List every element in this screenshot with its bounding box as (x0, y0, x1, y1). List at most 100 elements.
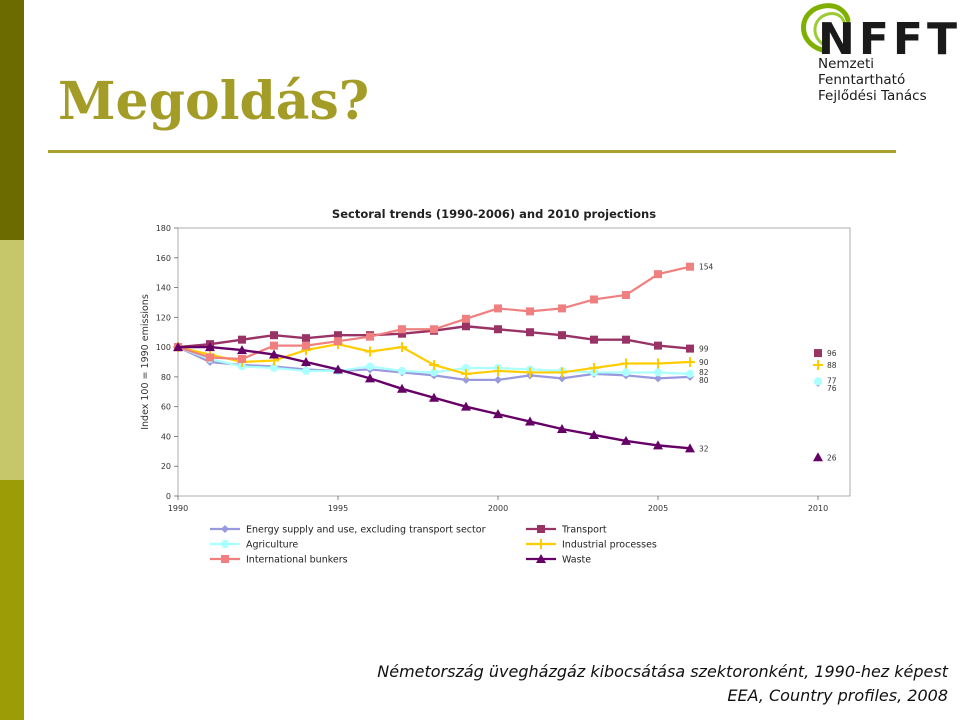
sidebar-band-bottom (0, 480, 24, 720)
data-point (270, 341, 278, 350)
data-point (558, 304, 566, 313)
data-point (237, 345, 247, 355)
y-tick-label: 0 (166, 492, 171, 501)
data-point (365, 373, 375, 383)
chart-title: Sectoral trends (1990-2006) and 2010 pro… (332, 207, 656, 221)
y-tick-label: 140 (156, 284, 171, 293)
data-point (430, 368, 438, 377)
x-tick-label: 2010 (808, 504, 828, 513)
series-end-label: 82 (699, 368, 709, 377)
y-tick-label: 100 (156, 343, 171, 352)
series-end-label: 154 (699, 263, 714, 272)
data-point (333, 364, 343, 374)
series-line (177, 265, 691, 361)
legend-label: International bunkers (246, 555, 348, 566)
data-point (461, 401, 471, 411)
data-point (302, 341, 310, 350)
caption-line-2: EEA, Country profiles, 2008 (727, 686, 948, 705)
legend-label: Agriculture (246, 540, 298, 551)
projection-label: 77 (827, 376, 837, 385)
data-point (398, 325, 406, 334)
legend-label: Transport (561, 525, 607, 536)
data-point (301, 357, 311, 366)
data-point (429, 392, 439, 402)
data-point (590, 335, 598, 344)
y-tick-label: 40 (161, 432, 171, 441)
projection-point (814, 377, 822, 386)
data-point (398, 366, 406, 375)
slide-caption: Németország üvegházgáz kibocsátása szekt… (377, 660, 948, 708)
data-point (494, 304, 502, 313)
data-point (462, 363, 470, 372)
data-point (398, 329, 406, 338)
data-point (558, 374, 566, 383)
legend-label: Energy supply and use, excluding transpo… (246, 525, 486, 536)
logo-name: NFFT (818, 14, 960, 65)
projection-point (813, 452, 823, 462)
x-tick-label: 1995 (328, 504, 348, 513)
data-point (526, 328, 534, 337)
data-point (494, 325, 502, 334)
data-point (494, 375, 502, 384)
y-axis-label: Index 100 = 1990 emissions (140, 294, 151, 430)
y-tick-label: 120 (156, 313, 171, 322)
x-tick-label: 2005 (648, 504, 668, 513)
data-point (173, 342, 183, 352)
legend-label: Industrial processes (562, 540, 657, 551)
data-point (654, 368, 662, 377)
projection-label: 26 (827, 453, 837, 462)
data-point (462, 322, 470, 331)
data-point (589, 429, 599, 439)
data-point (622, 291, 630, 299)
data-point (205, 342, 215, 352)
data-point (430, 325, 438, 334)
data-point (269, 349, 279, 359)
series-end-label: 80 (699, 376, 709, 385)
sidebar-band-middle (0, 240, 24, 480)
projection-point (814, 349, 822, 358)
logo-subtitle-line-1: Nemzeti Fenntartható (818, 56, 906, 88)
data-point (302, 334, 310, 343)
plot-frame (177, 227, 851, 497)
logo-subtitle-line-2: Fejlődési Tanács (818, 88, 927, 104)
data-point (557, 424, 567, 433)
data-point (302, 366, 310, 375)
projection-label: 76 (827, 384, 837, 393)
nfft-logo-swirl-icon (801, 3, 851, 53)
legend-swatch-marker (537, 525, 545, 533)
data-point (334, 331, 342, 340)
y-tick-label: 20 (161, 462, 171, 471)
data-point (270, 363, 278, 372)
data-point (366, 332, 374, 341)
series-end-label: 90 (699, 358, 709, 367)
data-point (686, 369, 694, 378)
data-point (654, 374, 662, 383)
x-tick-label: 2000 (488, 504, 508, 513)
legend-swatch-marker (221, 525, 229, 533)
data-point (686, 262, 694, 271)
data-point (525, 416, 535, 426)
data-point (238, 335, 246, 344)
data-point (462, 314, 470, 323)
projection-label: 96 (827, 349, 837, 358)
legend-label: Waste (562, 555, 591, 566)
slide-title: Megoldás? (58, 71, 370, 132)
data-point (622, 335, 630, 344)
y-tick-label: 80 (161, 373, 171, 382)
data-point (334, 337, 342, 346)
data-point (206, 353, 214, 362)
data-point (462, 375, 470, 384)
series-end-label: 32 (699, 444, 709, 453)
x-tick-label: 1990 (168, 504, 188, 513)
data-point (654, 270, 662, 279)
series-end-label: 99 (699, 345, 709, 354)
data-point (653, 440, 663, 450)
data-point (686, 344, 694, 353)
data-point (526, 307, 534, 316)
data-point (493, 409, 503, 419)
data-point (270, 331, 278, 340)
data-point (654, 341, 662, 350)
data-point (621, 435, 631, 445)
sidebar-band-top (0, 0, 24, 240)
legend-swatch-marker (221, 540, 229, 548)
